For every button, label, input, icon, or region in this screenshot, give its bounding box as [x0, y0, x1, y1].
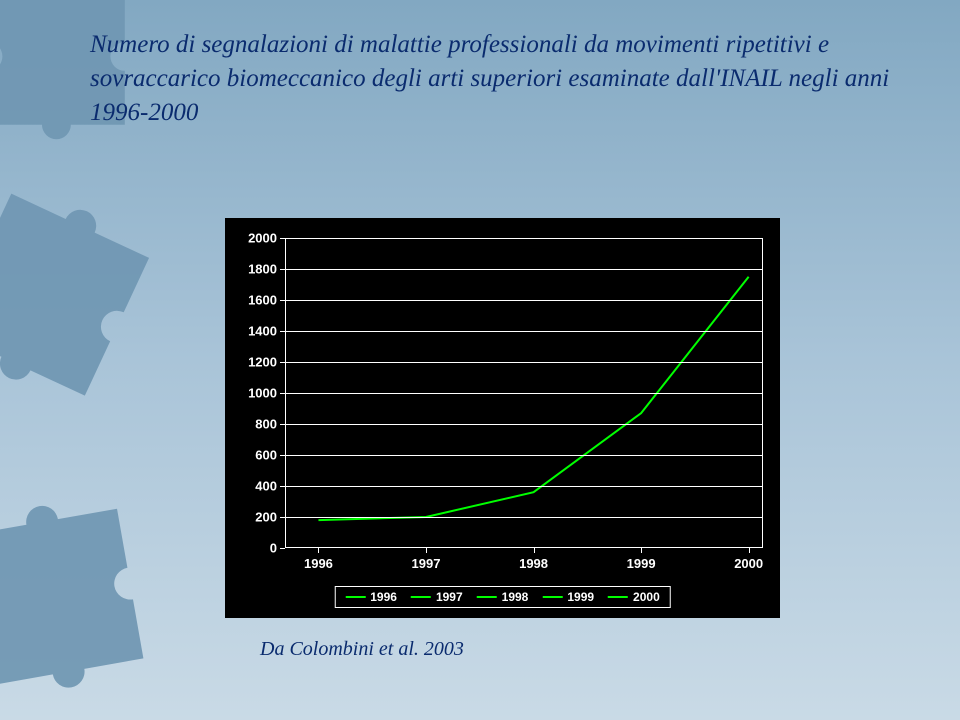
- legend-item: 1999: [542, 590, 594, 604]
- y-tick-label: 1600: [248, 293, 277, 308]
- legend-label: 1998: [502, 590, 529, 604]
- y-tick: [280, 362, 285, 363]
- y-tick-label: 600: [255, 448, 277, 463]
- legend-label: 1996: [370, 590, 397, 604]
- legend-label: 2000: [633, 590, 660, 604]
- legend-swatch: [345, 596, 365, 598]
- x-tick: [318, 548, 319, 553]
- gridline: [285, 486, 763, 487]
- chart-line: [318, 277, 748, 520]
- legend-swatch: [608, 596, 628, 598]
- puzzle-piece-mid: [0, 167, 183, 433]
- x-tick: [534, 548, 535, 553]
- gridline: [285, 238, 763, 239]
- x-tick: [426, 548, 427, 553]
- x-tick-label: 1997: [412, 556, 441, 571]
- gridline: [285, 362, 763, 363]
- chart-legend: 1996 1997 1998 1999 2000: [334, 586, 671, 608]
- y-tick-label: 400: [255, 479, 277, 494]
- gridline: [285, 393, 763, 394]
- y-tick: [280, 517, 285, 518]
- x-tick-label: 1999: [627, 556, 656, 571]
- x-tick-label: 1998: [519, 556, 548, 571]
- legend-swatch: [542, 596, 562, 598]
- legend-label: 1997: [436, 590, 463, 604]
- gridline: [285, 517, 763, 518]
- legend-item: 2000: [608, 590, 660, 604]
- x-tick-label: 2000: [734, 556, 763, 571]
- gridline: [285, 269, 763, 270]
- y-tick-label: 1000: [248, 386, 277, 401]
- slide-root: Numero di segnalazioni di malattie profe…: [0, 0, 960, 720]
- legend-item: 1996: [345, 590, 397, 604]
- gridline: [285, 300, 763, 301]
- chart-caption: Da Colombini et al. 2003: [260, 638, 464, 661]
- legend-swatch: [477, 596, 497, 598]
- title-line-2: sovraccarico biomeccanico degli arti sup…: [90, 65, 889, 92]
- gridline: [285, 331, 763, 332]
- y-tick: [280, 300, 285, 301]
- y-tick: [280, 424, 285, 425]
- y-tick-label: 800: [255, 417, 277, 432]
- y-tick: [280, 393, 285, 394]
- y-tick-label: 0: [270, 541, 277, 556]
- legend-item: 1997: [411, 590, 463, 604]
- x-tick-label: 1996: [304, 556, 333, 571]
- gridline: [285, 455, 763, 456]
- title-line-3: 1996-2000: [90, 99, 198, 126]
- puzzle-piece-bottom: [0, 484, 176, 716]
- y-tick: [280, 269, 285, 270]
- gridline: [285, 424, 763, 425]
- x-tick: [749, 548, 750, 553]
- y-tick: [280, 331, 285, 332]
- y-tick: [280, 238, 285, 239]
- y-tick-label: 2000: [248, 231, 277, 246]
- y-tick-label: 1400: [248, 324, 277, 339]
- legend-item: 1998: [477, 590, 529, 604]
- x-tick: [641, 548, 642, 553]
- y-tick-label: 200: [255, 510, 277, 525]
- slide-title: Numero di segnalazioni di malattie profe…: [90, 28, 890, 129]
- legend-swatch: [411, 596, 431, 598]
- y-tick-label: 1800: [248, 262, 277, 277]
- y-tick: [280, 548, 285, 549]
- y-tick-label: 1200: [248, 355, 277, 370]
- title-line-1: Numero di segnalazioni di malattie profe…: [90, 31, 829, 58]
- plot-area: 0200400600800100012001400160018002000199…: [285, 238, 763, 548]
- y-tick: [280, 486, 285, 487]
- y-tick: [280, 455, 285, 456]
- chart-container: 0200400600800100012001400160018002000199…: [225, 218, 780, 618]
- legend-label: 1999: [567, 590, 594, 604]
